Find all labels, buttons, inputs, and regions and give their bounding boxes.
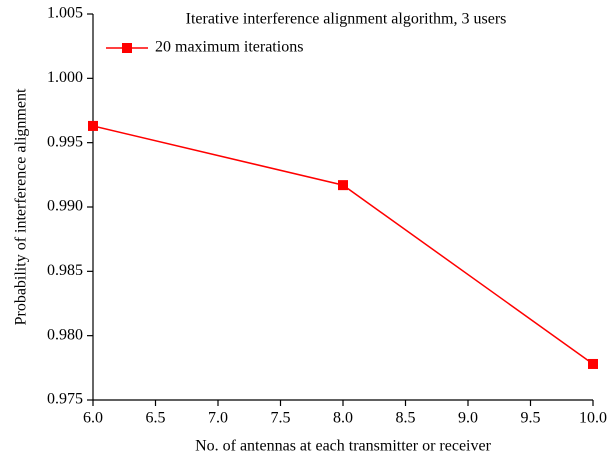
point-marker <box>338 180 348 191</box>
y-tick-label: 0.995 <box>47 133 83 150</box>
point-marker <box>588 358 598 369</box>
x-tick-label: 7.5 <box>271 410 291 427</box>
y-tick-label: 0.975 <box>47 391 83 408</box>
y-tick-label: 0.990 <box>47 198 83 215</box>
x-tick-label: 8.5 <box>396 410 416 427</box>
y-tick-label: 0.980 <box>47 326 83 343</box>
x-tick-label: 6.0 <box>83 410 103 427</box>
y-tick-label: 0.985 <box>47 262 83 279</box>
x-tick-label: 6.5 <box>146 410 166 427</box>
x-axis-label: No. of antennas at each transmitter or r… <box>195 438 492 455</box>
x-tick-label: 7.0 <box>208 410 228 427</box>
x-tick-label: 9.5 <box>521 410 541 427</box>
y-tick-label: 1.005 <box>47 5 83 22</box>
y-axis-label: Probability of interference alignment <box>13 88 30 325</box>
legend-marker <box>122 43 132 53</box>
series-line <box>92 125 594 365</box>
x-tick-label: 9.0 <box>458 410 478 427</box>
point-marker <box>88 120 98 131</box>
x-tick-label: 8.0 <box>333 410 353 427</box>
legend-label: 20 maximum iterations <box>155 39 303 56</box>
x-tick-label: 10.0 <box>579 410 607 427</box>
y-tick-label: 1.000 <box>47 69 83 86</box>
chart-title: Iterative interference alignment algorit… <box>186 11 507 28</box>
